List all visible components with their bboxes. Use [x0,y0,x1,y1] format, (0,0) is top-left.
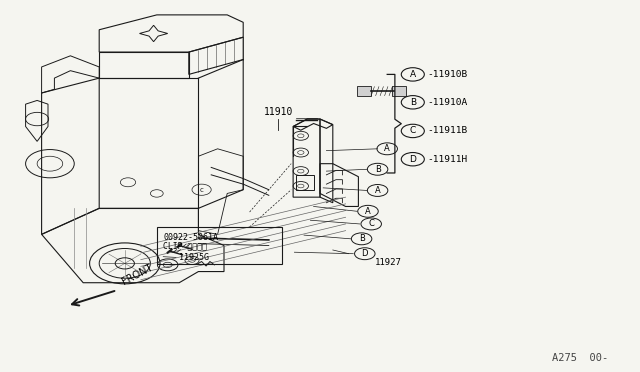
Text: B: B [410,98,416,107]
Text: 11927: 11927 [374,258,401,267]
Text: -11911H: -11911H [428,155,468,164]
Text: B: B [374,165,381,174]
Text: A: A [410,70,416,79]
Text: B: B [358,234,365,243]
Text: D: D [362,249,368,258]
Text: FRONT: FRONT [120,263,154,287]
Text: A: A [385,144,390,153]
Text: CLIP クリップ: CLIP クリップ [163,241,207,250]
Text: C: C [368,219,374,228]
Bar [357,86,371,96]
Text: 11925G: 11925G [179,253,209,262]
Text: A275  00-: A275 00- [552,353,608,363]
Bar [392,86,406,96]
Text: A: A [365,207,371,216]
Text: 00922-5061A: 00922-5061A [163,232,218,241]
Text: C: C [410,126,416,135]
Text: 11910: 11910 [264,107,293,117]
Text: A: A [375,186,380,195]
Text: -11910A: -11910A [428,98,468,107]
Text: -11910B: -11910B [428,70,468,79]
Text: D: D [410,155,416,164]
Text: c: c [200,187,204,193]
Text: -11911B: -11911B [428,126,468,135]
